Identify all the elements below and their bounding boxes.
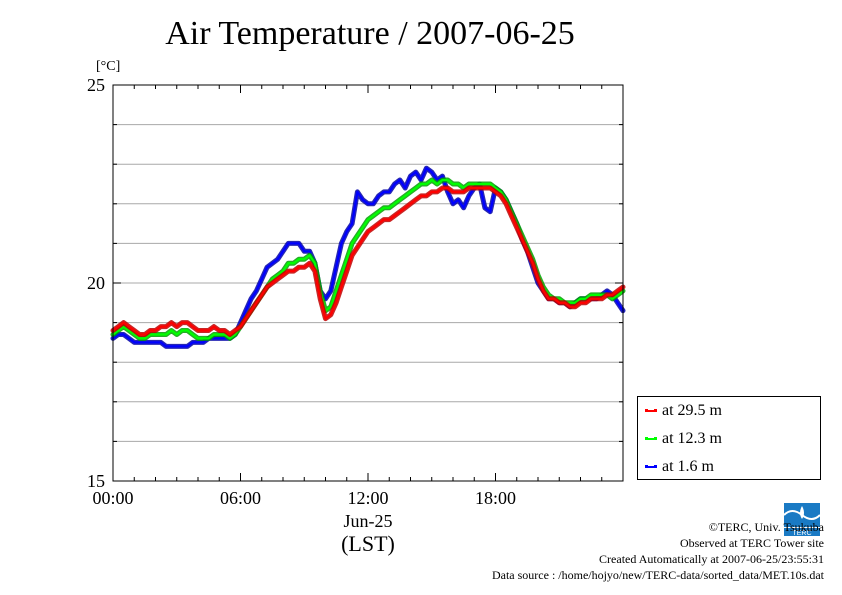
y-tick-label: 25	[87, 75, 105, 95]
legend-item-1-6m: at 1.6 m	[645, 457, 714, 477]
x-tick-label: 06:00	[220, 488, 261, 508]
chart-title: Air Temperature / 2007-06-25	[165, 15, 575, 52]
x-axis-date-label: Jun-25	[344, 511, 393, 531]
x-tick-label: 12:00	[347, 488, 388, 508]
logo-text: TERC	[792, 530, 811, 537]
series-line	[111, 186, 625, 336]
x-tick-label: 00:00	[92, 488, 133, 508]
y-tick-label: 15	[87, 471, 105, 491]
created-text: Created Automatically at 2007-06-25/23:5…	[599, 552, 824, 566]
legend-item-12-3m: at 12.3 m	[645, 429, 722, 449]
terc-logo-icon: TERC	[783, 503, 821, 537]
credits: ©TERC, Univ. Tsukuba Observed at TERC To…	[492, 519, 824, 583]
y-tick-label: 20	[87, 273, 105, 293]
series-line-outline	[110, 165, 626, 349]
legend-label: at 29.5 m	[662, 402, 722, 419]
legend: at 29.5 m at 12.3 m at 1.6 m	[637, 396, 821, 480]
grid	[113, 124, 623, 442]
series-layer	[110, 165, 626, 349]
legend-label: at 12.3 m	[662, 430, 722, 447]
legend-swatch-blue	[645, 465, 657, 469]
observed-text: Observed at TERC Tower site	[679, 536, 824, 550]
series-line	[111, 167, 625, 348]
y-axis-label: [°C]	[96, 59, 120, 74]
legend-item-29-5m: at 29.5 m	[645, 401, 722, 421]
series-line-outline	[110, 185, 626, 337]
legend-swatch-red	[645, 409, 657, 413]
source-text: Data source : /home/hojyo/new/TERC-data/…	[491, 568, 824, 582]
legend-label: at 1.6 m	[662, 458, 714, 475]
legend-swatch-green	[645, 437, 657, 441]
x-axis-zone-label: (LST)	[341, 531, 395, 556]
copyright-text: ©TERC, Univ. Tsukuba	[708, 520, 824, 534]
x-tick-label: 18:00	[475, 488, 516, 508]
